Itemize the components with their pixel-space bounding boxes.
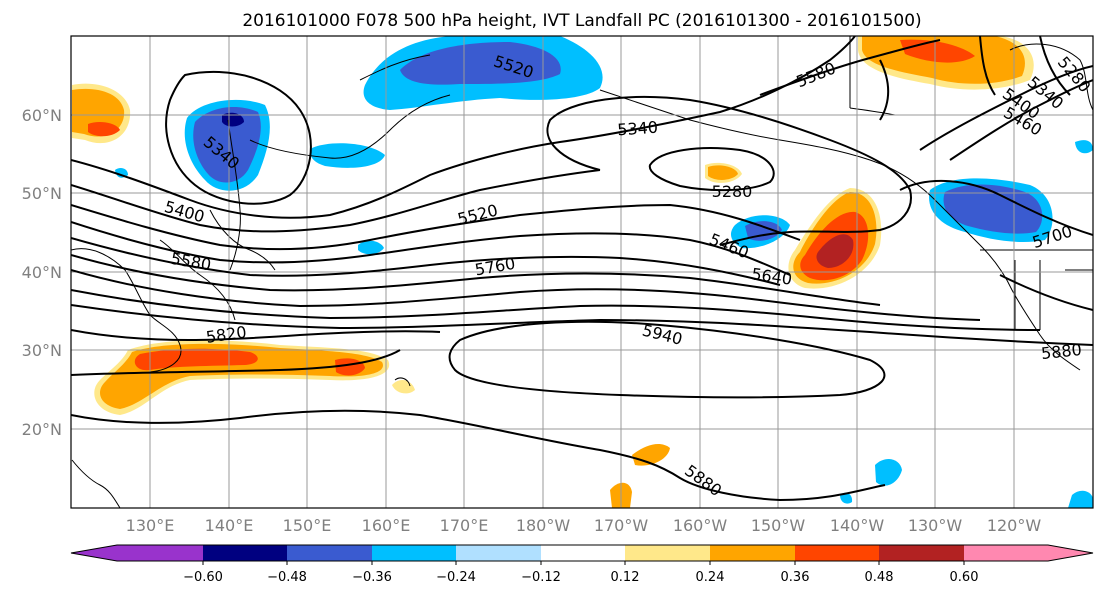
- lon-label: 140°E: [205, 516, 254, 535]
- contour-label: 5880: [681, 461, 725, 500]
- contour-label: 5580: [169, 249, 212, 275]
- colorbar-segment: [287, 545, 372, 561]
- contour-label: 5580: [794, 58, 839, 91]
- lon-label: 130°E: [126, 516, 175, 535]
- contour-label: 5340: [617, 118, 659, 140]
- lon-label: 160°E: [362, 516, 411, 535]
- contour-label: 5520: [456, 201, 500, 229]
- colorbar-outline: [70, 544, 1094, 562]
- colorbar-segment: [456, 545, 541, 561]
- graticule: [71, 36, 1093, 508]
- lon-label: 150°W: [751, 516, 806, 535]
- latitude-labels: 60°N 50°N 40°N 30°N 20°N: [22, 106, 62, 439]
- lon-label: 180°W: [516, 516, 571, 535]
- contour-label: 5400: [162, 197, 206, 226]
- contour-label: 5640: [750, 264, 793, 288]
- colorbar-tick-label: 0.24: [696, 570, 725, 585]
- lon-label: 130°W: [908, 516, 963, 535]
- colorbar-low-extension: [71, 545, 117, 561]
- lon-label: 150°E: [283, 516, 332, 535]
- lon-label: 140°W: [830, 516, 885, 535]
- lon-label: 170°W: [594, 516, 649, 535]
- lon-label: 160°W: [673, 516, 728, 535]
- colorbar-segment: [710, 545, 795, 561]
- colorbar-tick-label: −0.36: [352, 570, 392, 585]
- colorbar-segment: [879, 545, 964, 561]
- colorbar-tick-label: −0.60: [183, 570, 223, 585]
- contour-label: 5280: [1054, 53, 1095, 96]
- lat-label: 40°N: [22, 263, 62, 282]
- map-frame: [70, 35, 1094, 509]
- contour-label: 5280: [712, 182, 753, 201]
- contour-label: 5880: [1040, 340, 1082, 363]
- longitude-labels: 130°E 140°E 150°E 160°E 170°E 180°W 170°…: [126, 516, 1042, 535]
- map-title: 2016101000 F078 500 hPa height, IVT Land…: [242, 11, 921, 31]
- colorbar-tick-label: −0.24: [436, 570, 476, 585]
- colorbar-tick-label: 0.48: [865, 570, 894, 585]
- colorbar-tick-label: −0.12: [521, 570, 561, 585]
- colorbar-segment: [372, 545, 456, 561]
- lat-label: 30°N: [22, 341, 62, 360]
- height-contours: [71, 36, 1093, 502]
- lon-label: 120°W: [987, 516, 1042, 535]
- lat-label: 50°N: [22, 184, 62, 203]
- lon-label: 170°E: [440, 516, 489, 535]
- colorbar-high-extension: [1048, 545, 1093, 561]
- negative-anomaly-shading: [115, 36, 1093, 508]
- colorbar: −0.60 −0.48 −0.36 −0.24 −0.12 0.12 0.24 …: [70, 544, 1094, 585]
- colorbar-segment: [117, 545, 203, 561]
- colorbar-tick-label: 0.12: [611, 570, 640, 585]
- colorbar-segment: [625, 545, 710, 561]
- lat-label: 60°N: [22, 106, 62, 125]
- colorbar-segment: [795, 545, 879, 561]
- colorbar-segment: [203, 545, 287, 561]
- contour-label: 5940: [640, 321, 684, 349]
- colorbar-segment: [541, 545, 625, 561]
- lat-label: 20°N: [22, 420, 62, 439]
- colorbar-tick-label: −0.48: [267, 570, 307, 585]
- colorbar-segment: [964, 545, 1048, 561]
- colorbar-tick-label: 0.36: [781, 570, 810, 585]
- colorbar-tick-label: 0.60: [950, 570, 979, 585]
